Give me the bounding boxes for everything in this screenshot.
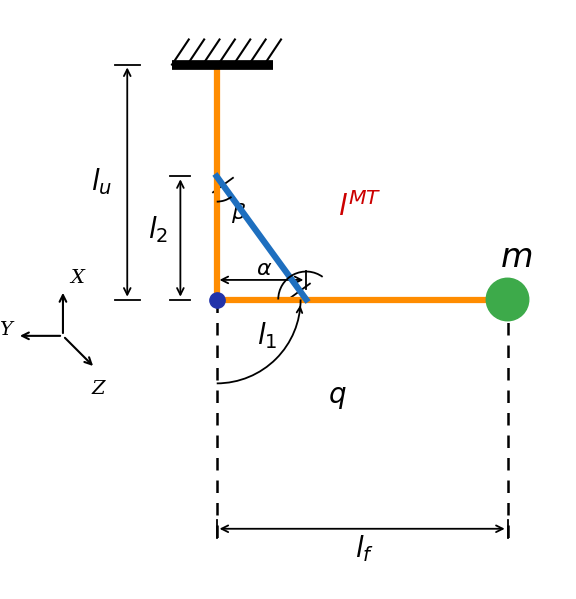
Circle shape: [486, 279, 529, 320]
Text: $l_f$: $l_f$: [355, 533, 374, 564]
Text: $l_2$: $l_2$: [148, 214, 168, 245]
Text: $l^{MT}$: $l^{MT}$: [338, 192, 381, 222]
Text: $\alpha$: $\alpha$: [256, 258, 272, 280]
Text: $m$: $m$: [500, 241, 532, 274]
Text: Z: Z: [91, 380, 105, 398]
Text: Y: Y: [0, 321, 12, 339]
Text: $\beta$: $\beta$: [232, 201, 247, 225]
Text: X: X: [70, 269, 84, 287]
Text: $q$: $q$: [328, 384, 346, 411]
Text: $l_1$: $l_1$: [257, 320, 277, 351]
Text: $l_u$: $l_u$: [92, 167, 113, 198]
